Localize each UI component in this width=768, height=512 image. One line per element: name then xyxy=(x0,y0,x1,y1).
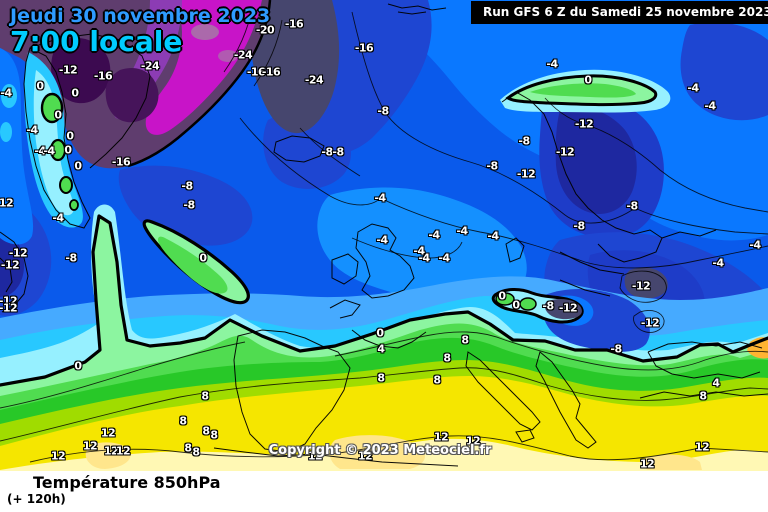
title-block: Jeudi 30 novembre 2023 7:00 locale xyxy=(10,5,270,58)
forecast-offset: (+ 120h) xyxy=(7,492,66,506)
copyright-watermark: Copyright © 2023 Meteociel.fr xyxy=(268,443,492,458)
model-run-box: Run GFS 6 Z du Samedi 25 novembre 2023 xyxy=(471,1,768,24)
forecast-time: 7:00 locale xyxy=(10,25,183,58)
weather-map[interactable]: -12 -16 -24 -4 0 0 0 -4 0 0 -4 -4 0 -16 -8 -8 -20 -16 -24-… xyxy=(0,0,768,471)
temperature-map-svg xyxy=(0,0,768,471)
forecast-date: Jeudi 30 novembre 2023 xyxy=(10,5,271,27)
parameter-title: Température 850hPa xyxy=(33,473,221,492)
legend-strip: Température 850hPa (+ 120h) -34-32-30-28… xyxy=(0,471,768,512)
